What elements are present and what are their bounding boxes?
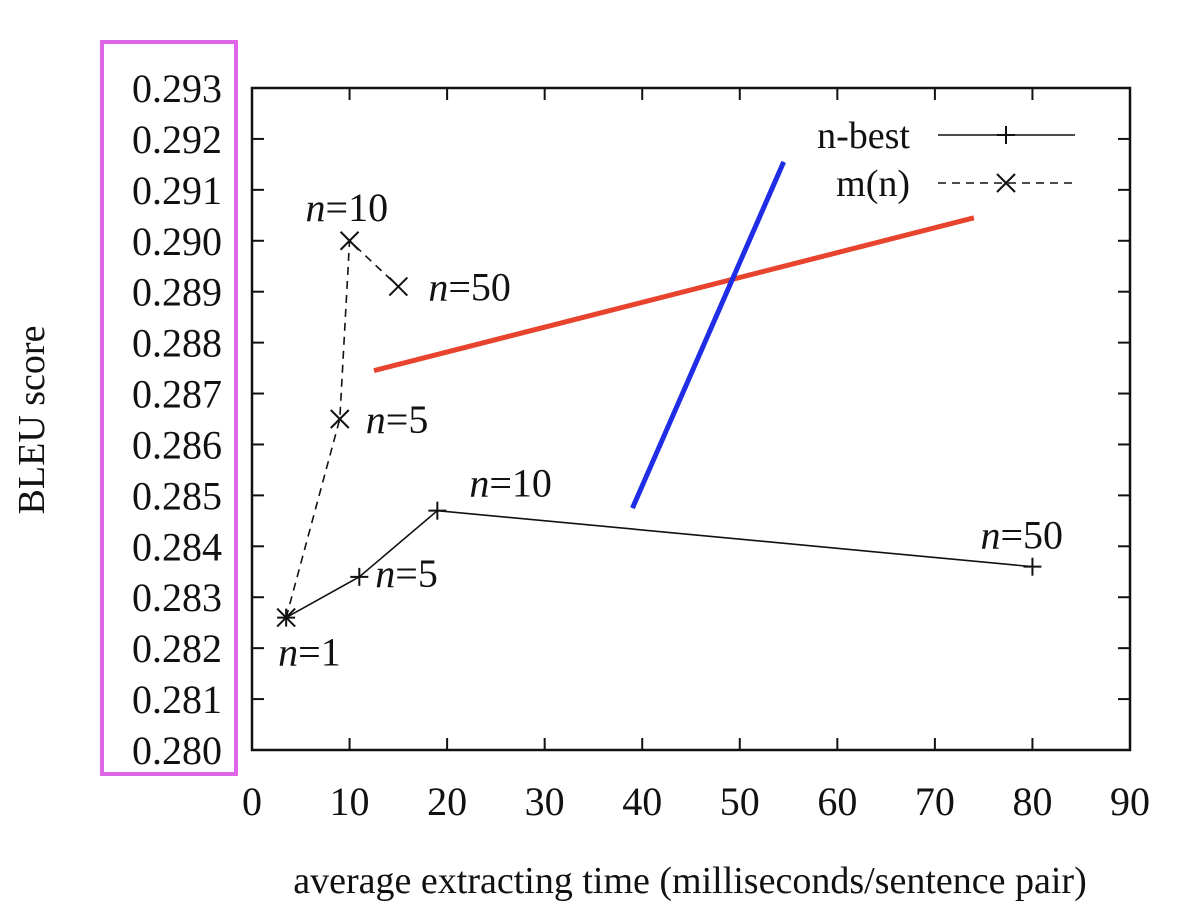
x-tick-label: 90	[1110, 779, 1150, 824]
x-tick-label: 0	[242, 779, 262, 824]
point-label-value: =50	[1000, 513, 1063, 558]
y-tick-label: 0.286	[132, 422, 222, 467]
legend-label: m(n)	[836, 163, 910, 205]
y-tick-label: 0.287	[132, 372, 222, 417]
y-tick-label: 0.284	[132, 524, 222, 569]
overlay-line-1	[630, 160, 786, 510]
point-label-value: =10	[489, 461, 552, 506]
x-tick-labels: 0 10 20 30 40 50 60 70 80 90	[242, 779, 1150, 824]
x-tick-label: 30	[525, 779, 565, 824]
legend-label-italic: m	[836, 163, 866, 205]
y-tick-label: 0.283	[132, 575, 222, 620]
point-label: n=10	[469, 461, 552, 506]
series-lines	[285, 239, 1033, 619]
point-label-var: n	[306, 185, 326, 230]
y-tick-labels: 0.280 0.281 0.282 0.283 0.284 0.285 0.286 0.287…	[132, 66, 222, 773]
point-label: n=10	[306, 185, 389, 230]
cross-marker	[339, 231, 360, 251]
x-tick-label: 60	[817, 779, 857, 824]
x-tick-label: 20	[427, 779, 467, 824]
series-markers	[276, 231, 1042, 628]
y-tick-label: 0.288	[132, 321, 222, 366]
point-label-var: n	[428, 265, 448, 310]
y-tick-label: 0.289	[132, 270, 222, 315]
legend-label-italic: n	[817, 115, 836, 157]
point-labels: n=1n=5n=10n=50n=5n=10n=50	[278, 185, 1063, 675]
point-label-value: =10	[326, 185, 389, 230]
point-label-value: =5	[386, 397, 429, 442]
x-tick-label: 70	[915, 779, 955, 824]
y-axis-title: BLEU score	[11, 326, 53, 515]
point-label-var: n	[278, 630, 298, 675]
series-line-1	[285, 239, 399, 618]
point-label: n=50	[980, 513, 1063, 558]
y-tick-label: 0.285	[132, 473, 222, 518]
x-tick-label: 40	[622, 779, 662, 824]
x-tick-label: 50	[720, 779, 760, 824]
x-tick-label: 10	[330, 779, 370, 824]
x-axis-title: average extracting time (milliseconds/se…	[293, 860, 1086, 902]
x-tick-label: 80	[1012, 779, 1052, 824]
point-label-var: n	[469, 461, 489, 506]
legend-label-rest: -best	[836, 115, 910, 157]
legend-label-rest: n	[878, 163, 897, 205]
point-label-var: n	[375, 551, 395, 596]
legend-label-rest: )	[897, 163, 910, 205]
point-label-value: =5	[395, 551, 438, 596]
cross-marker	[330, 409, 350, 429]
legend-label: n-best	[817, 115, 910, 157]
cross-marker	[388, 276, 409, 297]
y-tick-label: 0.282	[132, 626, 222, 671]
y-tick-label: 0.291	[132, 168, 222, 213]
y-tick-label: 0.280	[132, 728, 222, 773]
point-label-value: =50	[448, 265, 511, 310]
overlay-lines	[373, 160, 975, 510]
overlay-line-0	[373, 215, 975, 374]
point-label-value: =1	[298, 630, 341, 675]
cross-marker	[996, 173, 1016, 193]
y-axis-highlight-box	[100, 40, 238, 776]
point-label: n=1	[278, 630, 341, 675]
legend-label-rest: (	[866, 163, 879, 205]
y-tick-label: 0.290	[132, 219, 222, 264]
plot-frame	[250, 86, 1132, 752]
point-label: n=5	[375, 551, 438, 596]
point-label-var: n	[366, 397, 386, 442]
series-line-0	[285, 509, 1033, 619]
y-tick-label: 0.281	[132, 677, 222, 722]
y-tick-label: 0.293	[132, 66, 222, 111]
y-tick-label: 0.292	[132, 117, 222, 162]
point-label: n=50	[428, 265, 511, 310]
point-label: n=5	[366, 397, 429, 442]
point-label-var: n	[980, 513, 1000, 558]
cross-marker	[276, 607, 296, 628]
